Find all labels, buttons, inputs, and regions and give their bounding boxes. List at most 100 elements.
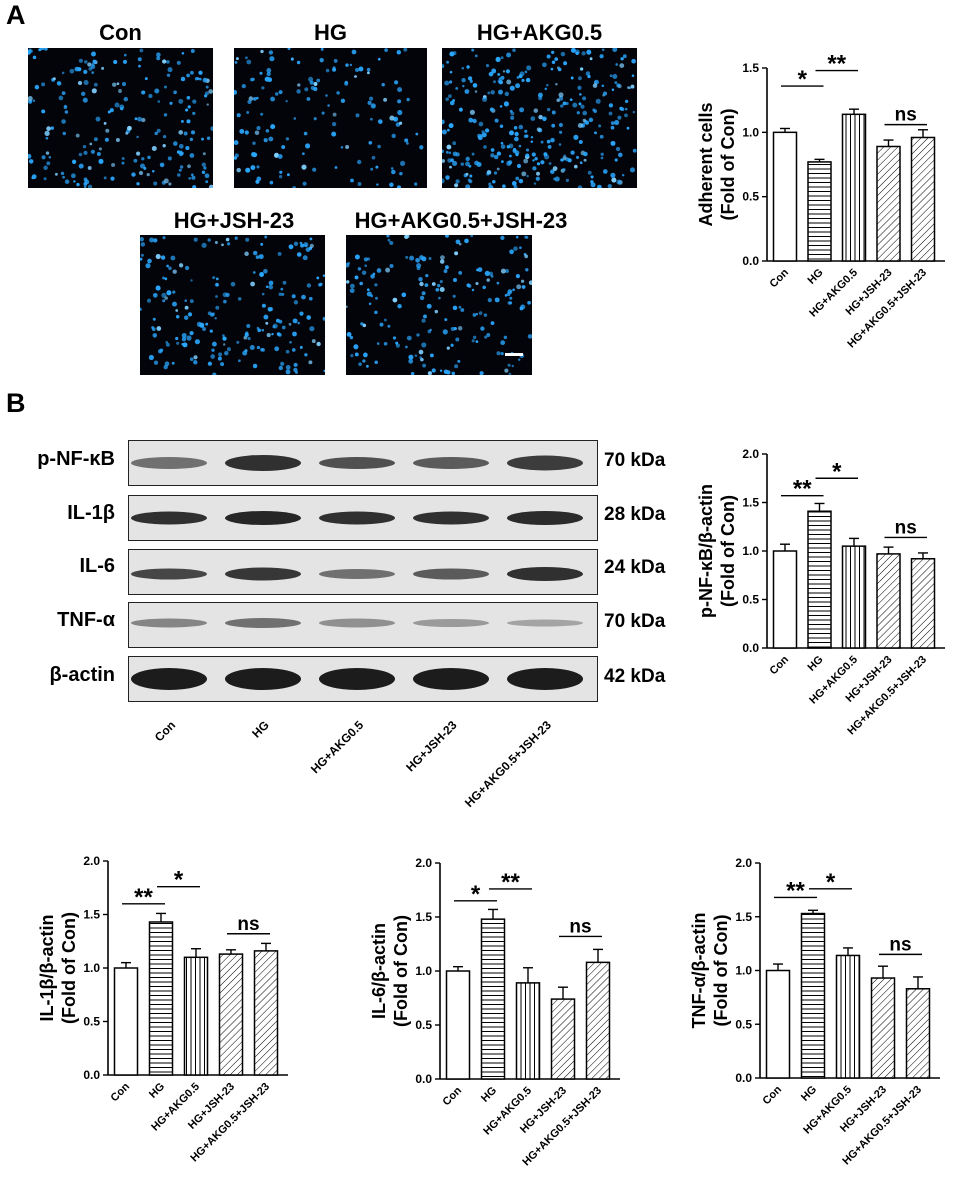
nucleus-dot [138,64,141,68]
nucleus-dot [457,359,461,363]
micrograph-hg-akg [442,48,637,188]
nucleus-dot [468,179,473,184]
nucleus-dot [91,62,95,66]
nucleus-dot [415,132,419,136]
blot-band [413,457,489,469]
nucleus-dot [93,137,98,142]
nucleus-dot [466,283,471,288]
nucleus-dot [465,184,471,188]
nucleus-dot [367,100,372,106]
y-tick-label: 1.5 [415,910,432,924]
nucleus-dot [518,144,522,148]
blot-label-bactin: β-actin [49,664,115,686]
panel-a-letter: A [6,0,26,30]
nucleus-dot [181,52,185,55]
y-tick-label: 0.0 [742,254,759,268]
nucleus-dot [610,125,615,130]
nucleus-dot [524,235,528,239]
nucleus-dot [592,83,598,88]
nucleus-dot [390,167,394,170]
nucleus-dot [185,146,190,151]
nucleus-dot [614,120,620,126]
nucleus-dot [580,104,585,109]
nucleus-dot [281,292,285,296]
nucleus-dot [416,333,420,337]
nucleus-dot [616,179,622,185]
y-tick-label: 2.0 [83,854,100,868]
nucleus-dot [493,80,496,84]
nucleus-dot [189,137,194,142]
nucleus-dot [268,50,274,55]
nucleus-dot [215,305,220,310]
nucleus-dot [579,161,583,165]
blot-band [131,668,207,690]
y-tick-label: 0.0 [735,1071,752,1085]
nucleus-dot [518,124,524,130]
nucleus-dot [558,92,564,98]
nucleus-dot [165,342,170,347]
nucleus-dot [114,102,120,108]
nucleus-dot [64,110,69,114]
nucleus-dot [271,332,274,336]
nucleus-dot [526,65,532,71]
y-tick-label: 0.5 [735,1017,752,1031]
nucleus-dot [61,91,66,95]
nucleus-dot [238,359,241,363]
blot-label-il6: IL-6 [79,555,115,577]
nucleus-dot [503,335,508,340]
nucleus-dot [521,171,527,177]
nucleus-dot [316,341,321,347]
nucleus-dot [632,110,636,114]
nucleus-dot [235,57,239,61]
nucleus-dot [166,60,170,64]
nucleus-dot [507,301,512,305]
nucleus-dot [558,96,564,101]
nucleus-dot [153,238,158,243]
nucleus-dot [551,123,556,128]
nucleus-dot [631,74,635,77]
nucleus-dot [248,96,254,101]
nucleus-dot [179,150,183,153]
nucleus-dot [334,166,338,169]
nucleus-dot [579,67,584,71]
nucleus-dot [301,164,307,170]
nucleus-dot [252,271,256,274]
nucleus-dot [255,96,259,100]
nucleus-dot [497,72,501,76]
nucleus-dot [45,151,50,155]
nucleus-dot [151,327,156,332]
nucleus-dot [589,57,593,61]
nucleus-dot [208,184,213,188]
nucleus-dot [247,336,251,341]
nucleus-dot [260,49,264,54]
nucleus-dot [116,82,120,86]
nucleus-dot [389,241,394,245]
nucleus-dot [444,265,449,270]
nucleus-dot [332,66,336,70]
nucleus-dot [431,282,436,286]
kda-tnfa: 70 kDa [604,611,666,632]
nucleus-dot [436,283,441,288]
nucleus-dot [540,160,545,165]
nucleus-dot [143,166,147,170]
nucleus-dot [364,264,367,267]
nucleus-dot [505,269,510,273]
nucleus-dot [531,152,536,157]
blot-band [319,511,395,525]
nucleus-dot [234,236,238,240]
nucleus-dot [521,78,525,82]
bar [218,953,244,1076]
significance-label: ** [134,884,153,911]
nucleus-dot [192,111,196,116]
nucleus-dot [194,339,200,345]
nucleus-dot [41,155,46,160]
nucleus-dot [371,155,376,160]
nucleus-dot [416,266,421,271]
nucleus-dot [377,144,381,149]
nucleus-dot [576,111,580,115]
nucleus-dot [513,184,518,188]
nucleus-dot [449,70,453,74]
nucleus-dot [376,268,382,273]
bar [905,988,931,1079]
nucleus-dot [471,48,475,52]
